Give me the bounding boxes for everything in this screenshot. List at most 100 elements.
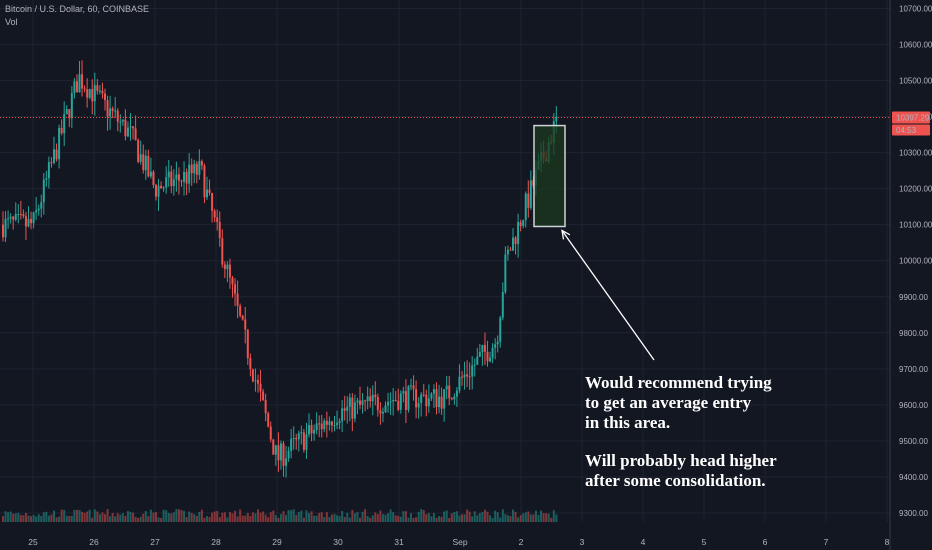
volume-bar (478, 513, 481, 522)
candle-body (522, 220, 525, 227)
candle-body (555, 116, 558, 122)
candle-body (206, 189, 208, 198)
volume-bar (330, 514, 333, 522)
volume-bar (545, 513, 548, 522)
candle-body (200, 161, 203, 166)
candle-body (277, 445, 280, 461)
candle-body (371, 394, 374, 402)
candle-body (177, 174, 180, 181)
candle-body (144, 155, 147, 171)
volume-bar (177, 509, 180, 522)
candle-body (195, 163, 198, 175)
volume-bar (119, 514, 122, 522)
candle-body (330, 421, 333, 426)
candle-body (328, 421, 331, 425)
candle-body (165, 177, 168, 188)
volume-bar (50, 514, 53, 522)
candle-body (450, 398, 453, 400)
price-axis-ticks: 9300.00 9400.00 9500.00 9600.00 9700.00 9800.… (899, 4, 932, 518)
candle-body (496, 341, 499, 345)
volume-bar (394, 515, 397, 522)
volume-bar (91, 517, 94, 522)
time-tick-label: 2 (519, 537, 524, 547)
volume-bar (114, 516, 117, 522)
time-tick-label: 30 (333, 537, 343, 547)
volume-bar (361, 511, 364, 522)
candle-body (259, 383, 262, 392)
volume-bar (445, 510, 448, 522)
price-tick-label: 9700.00 (899, 365, 928, 374)
volume-bar (537, 514, 540, 522)
candle-body (384, 405, 387, 412)
candle-body (45, 178, 48, 180)
volume-bar (188, 511, 191, 522)
volume-bar (402, 511, 405, 522)
volume-bar (236, 516, 239, 522)
candle-body (410, 385, 412, 387)
symbol-title[interactable]: Bitcoin / U.S. Dollar, 60, COINBASE (5, 4, 150, 14)
candle-body (137, 140, 140, 162)
candle-body (109, 108, 112, 117)
candle-body (473, 364, 476, 366)
candle-body (509, 249, 512, 251)
candle-body (63, 114, 66, 134)
candle-body (448, 385, 451, 399)
candle-body (323, 420, 326, 430)
volume-bar (466, 509, 469, 522)
candle-body (198, 161, 201, 175)
price-tick-label: 9300.00 (899, 509, 928, 518)
volume-bar (430, 516, 433, 522)
volume-bar (267, 517, 270, 522)
volume-bar (420, 509, 423, 522)
volume-bar (328, 516, 331, 522)
volume-bar (70, 515, 73, 522)
volume-bar (504, 514, 507, 522)
candle-body (157, 185, 160, 197)
volume-bar (333, 513, 336, 522)
candle-body (287, 451, 290, 459)
volume-bar (359, 517, 361, 522)
volume-indicator-label[interactable]: Vol (5, 17, 18, 27)
candle-body (231, 277, 234, 285)
price-tick-label: 9800.00 (899, 329, 928, 338)
candle-body (17, 214, 20, 216)
volume-bar (325, 512, 328, 522)
candle-body (402, 391, 405, 394)
volume-bar (338, 516, 341, 522)
price-tick-label: 10100.00 (899, 221, 932, 230)
volume-bar (137, 517, 140, 522)
volume-bar (295, 515, 298, 522)
candle-body (246, 329, 249, 359)
volume-bar (519, 515, 522, 522)
volume-bar (366, 516, 369, 522)
candle-body (381, 411, 384, 414)
volume-bar (438, 516, 441, 522)
candle-body (417, 403, 420, 408)
volume-bar (455, 511, 458, 522)
volume-bar (315, 515, 318, 522)
entry-zone-box[interactable] (533, 124, 566, 228)
volume-bar (506, 515, 509, 522)
volume-bar (450, 513, 453, 522)
candle-body (499, 317, 502, 342)
volume-bar (453, 512, 456, 522)
time-tick-label: 4 (641, 537, 646, 547)
candle-body (292, 438, 295, 440)
candle-body (134, 128, 137, 141)
price-axis[interactable] (890, 0, 932, 550)
annotation-arrow[interactable] (561, 230, 655, 361)
volume-bar (512, 509, 514, 522)
volume-bar (32, 514, 35, 522)
candle-body (425, 394, 428, 407)
candle-body (369, 396, 372, 402)
candle-body (445, 385, 448, 390)
candle-body (308, 425, 310, 435)
volume-bar (152, 512, 155, 522)
volume-bar (272, 510, 275, 522)
candle-body (430, 393, 433, 399)
volume-bar (313, 515, 316, 522)
candle-body (149, 171, 152, 177)
volume-bar (47, 515, 50, 522)
annotation-line-3: in this area. (585, 413, 671, 432)
